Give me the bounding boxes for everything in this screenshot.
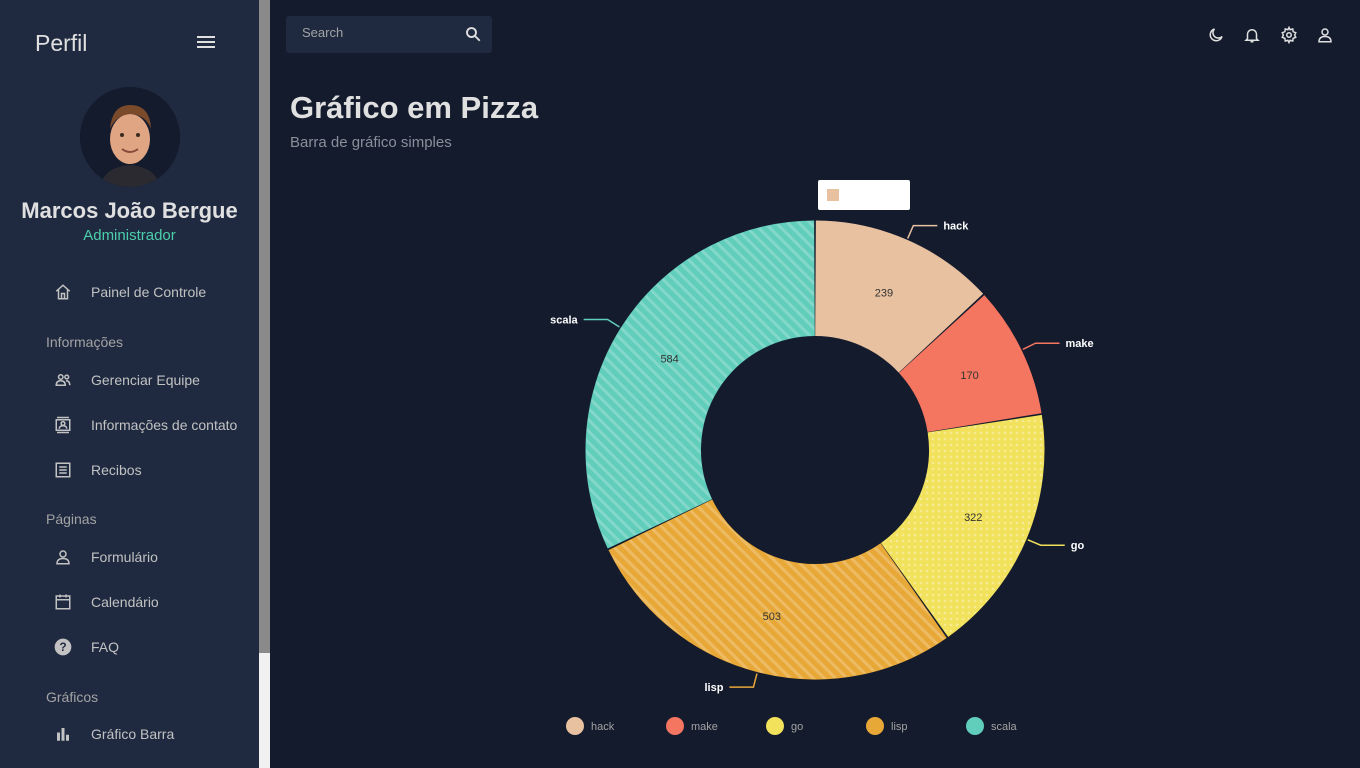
people-icon xyxy=(53,370,73,390)
receipt-icon xyxy=(53,460,73,480)
arc-link-label: hack xyxy=(943,221,969,233)
arc-link-line xyxy=(1022,342,1060,350)
legend-label: scala xyxy=(991,721,1018,733)
settings-icon[interactable] xyxy=(1278,24,1300,46)
legend-label: go xyxy=(791,721,803,733)
sidebar-item-label: Calendário xyxy=(91,594,159,610)
pie-slice-lisp[interactable] xyxy=(608,499,947,680)
donut-chart: 239 170 322 503 584 hack make go lisp scala hack… xyxy=(550,220,1094,735)
sidebar-item-label: Formulário xyxy=(91,549,158,565)
legend-swatch-scala xyxy=(966,717,984,735)
dark-mode-icon[interactable] xyxy=(1205,24,1227,46)
sidebar-scrollbar[interactable] xyxy=(259,0,270,768)
sidebar-item-label: FAQ xyxy=(91,639,120,655)
bar-chart-icon xyxy=(53,724,73,744)
arc-link-label: scala xyxy=(550,315,578,327)
sidebar-item-calendar[interactable]: Calendário xyxy=(53,590,159,614)
section-pages: Páginas xyxy=(46,511,97,527)
pie-slice-make[interactable] xyxy=(898,295,1042,432)
sidebar-item-team[interactable]: Gerenciar Equipe xyxy=(53,368,200,392)
slice-value-label: 503 xyxy=(763,611,781,623)
contacts-icon xyxy=(53,415,73,435)
arc-link-line xyxy=(583,318,620,328)
sidebar-item-label: Gráfico Barra xyxy=(91,726,175,742)
slice-value-label: 170 xyxy=(960,370,978,382)
sidebar-item-label: Informações de contato xyxy=(91,417,238,433)
legend-label: make xyxy=(691,721,718,733)
sidebar-item-invoices[interactable]: Recibos xyxy=(53,458,142,482)
sidebar: Perfil Marcos João Bergue Administrador … xyxy=(0,0,259,768)
slice-value-label: 239 xyxy=(875,288,893,300)
legend-label: lisp xyxy=(891,721,908,733)
section-charts: Gráficos xyxy=(46,689,99,705)
slice-value-label: 584 xyxy=(660,354,678,366)
sidebar-item-faq[interactable]: ? FAQ xyxy=(53,635,119,659)
arc-link-label: make xyxy=(1066,338,1094,350)
arc-link-label: go xyxy=(1071,540,1085,552)
user-role: Administrador xyxy=(83,227,176,244)
sidebar-item-label: Painel de Controle xyxy=(91,284,207,300)
legend-label: hack xyxy=(591,721,615,733)
avatar xyxy=(80,87,180,187)
legend-swatch-go xyxy=(766,717,784,735)
sidebar-item-contacts[interactable]: Informações de contato xyxy=(53,413,237,437)
pie-slice-scala[interactable] xyxy=(585,220,815,549)
sidebar-item-label: Gerenciar Equipe xyxy=(91,372,200,388)
search-icon[interactable] xyxy=(464,25,482,48)
scrollbar-thumb[interactable] xyxy=(259,0,270,653)
page-subtitle: Barra de gráfico simples xyxy=(290,134,452,151)
chart-tooltip xyxy=(818,180,910,210)
legend-swatch-hack xyxy=(566,717,584,735)
svg-text:?: ? xyxy=(59,641,66,654)
slice-value-label: 322 xyxy=(964,512,982,524)
sidebar-item-label: Recibos xyxy=(91,462,142,478)
notifications-icon[interactable] xyxy=(1241,24,1263,46)
sidebar-item-form[interactable]: Formulário xyxy=(53,545,158,569)
tooltip-swatch xyxy=(827,189,839,201)
page-title: Gráfico em Pizza xyxy=(290,90,539,125)
arc-link-line xyxy=(1027,539,1065,546)
pie-slice-go[interactable] xyxy=(880,414,1045,637)
legend-swatch-lisp xyxy=(866,717,884,735)
search-input[interactable] xyxy=(302,25,452,40)
sidebar-item-dashboard[interactable]: Painel de Controle xyxy=(53,280,206,304)
sidebar-item-bar-chart[interactable]: Gráfico Barra xyxy=(53,722,174,746)
profile-icon[interactable] xyxy=(1314,24,1336,46)
calendar-icon xyxy=(53,592,73,612)
user-name: Marcos João Bergue xyxy=(21,198,238,223)
home-icon xyxy=(53,282,73,302)
sidebar-title: Perfil xyxy=(35,30,88,56)
section-info: Informações xyxy=(46,334,124,350)
legend-swatch-make xyxy=(666,717,684,735)
search-bar xyxy=(286,16,492,53)
menu-icon[interactable] xyxy=(197,36,215,50)
person-icon xyxy=(53,547,73,567)
arc-link-line xyxy=(729,673,758,688)
arc-link-label: lisp xyxy=(704,682,723,694)
pie-slice-hack[interactable] xyxy=(815,220,984,373)
arc-link-line xyxy=(907,224,938,239)
help-icon: ? xyxy=(53,637,73,657)
